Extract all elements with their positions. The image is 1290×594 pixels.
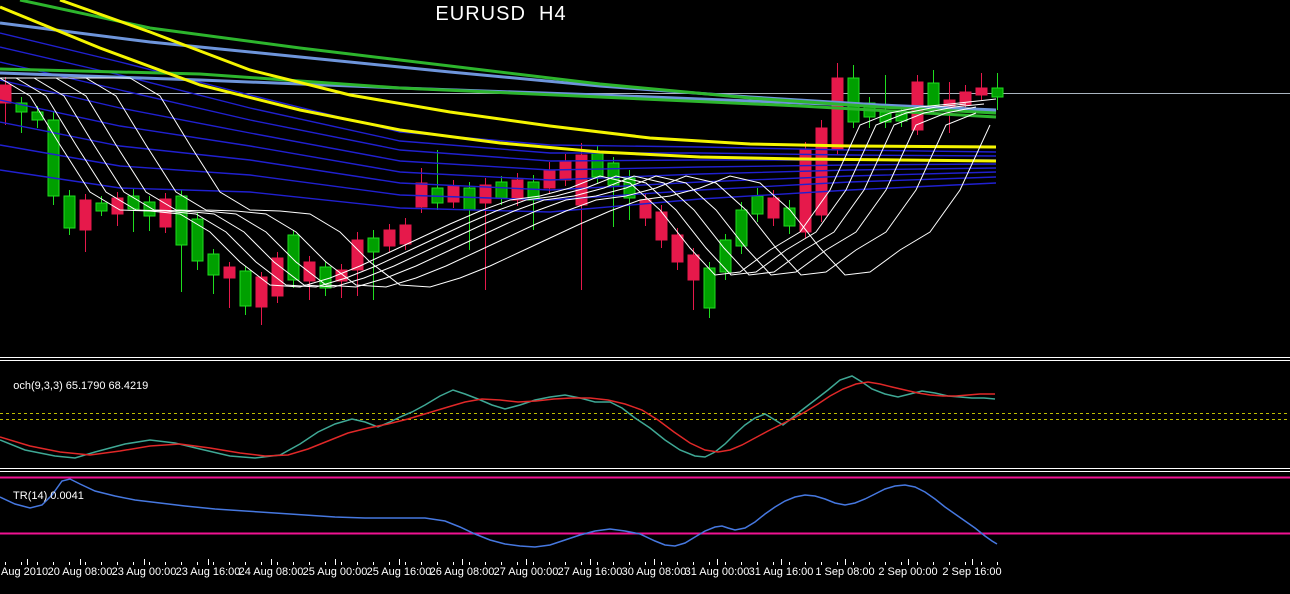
stochastic-indicator-label: och(9,3,3) 65.1790 68.4219 bbox=[1, 368, 151, 404]
time-axis-label: 25 Aug 00:00 bbox=[302, 566, 368, 578]
time-axis-label: Aug 2010 bbox=[1, 566, 49, 578]
time-axis-label: 23 Aug 00:00 bbox=[111, 566, 177, 578]
time-axis-label: 2 Sep 00:00 bbox=[878, 566, 938, 578]
panel-separators[interactable] bbox=[0, 357, 1290, 472]
stochastic-main-value: 65.1790 bbox=[65, 380, 106, 392]
time-axis-label: 30 Aug 08:00 bbox=[621, 566, 687, 578]
time-axis-label: 31 Aug 16:00 bbox=[748, 566, 814, 578]
chart-symbol-title: EURUSD H4 bbox=[435, 3, 567, 25]
time-axis-label: 24 Aug 08:00 bbox=[238, 566, 304, 578]
atr-panel[interactable] bbox=[0, 476, 1290, 548]
candles-layer bbox=[0, 63, 1004, 325]
time-axis-label: 27 Aug 16:00 bbox=[557, 566, 623, 578]
time-axis-label: 20 Aug 08:00 bbox=[47, 566, 113, 578]
time-axis-label: 23 Aug 16:00 bbox=[175, 566, 241, 578]
ma-yellow-lines bbox=[0, 0, 997, 163]
stochastic-panel[interactable] bbox=[0, 375, 1290, 459]
time-axis-label: 31 Aug 00:00 bbox=[684, 566, 750, 578]
atr-name: TR(14) bbox=[13, 490, 48, 502]
time-axis-label: 25 Aug 16:00 bbox=[366, 566, 432, 578]
ma-white-lines bbox=[0, 77, 997, 288]
time-axis-label: 27 Aug 00:00 bbox=[493, 566, 559, 578]
atr-indicator-label: TR(14) 0.0041 bbox=[1, 478, 87, 514]
stochastic-name: och(9,3,3) bbox=[13, 380, 63, 392]
time-axis-label: 26 Aug 08:00 bbox=[429, 566, 495, 578]
time-axis-label: 2 Sep 16:00 bbox=[942, 566, 1002, 578]
time-axis[interactable]: Aug 2010 20 Aug 08:00 23 Aug 00:00 23 Aug 1… bbox=[0, 566, 1290, 582]
atr-value: 0.0041 bbox=[50, 490, 84, 502]
stochastic-signal-value: 68.4219 bbox=[108, 380, 149, 392]
time-axis-label: 1 Sep 08:00 bbox=[815, 566, 875, 578]
time-axis-ticks bbox=[5, 559, 998, 565]
price-chart-panel[interactable] bbox=[0, 0, 1290, 325]
